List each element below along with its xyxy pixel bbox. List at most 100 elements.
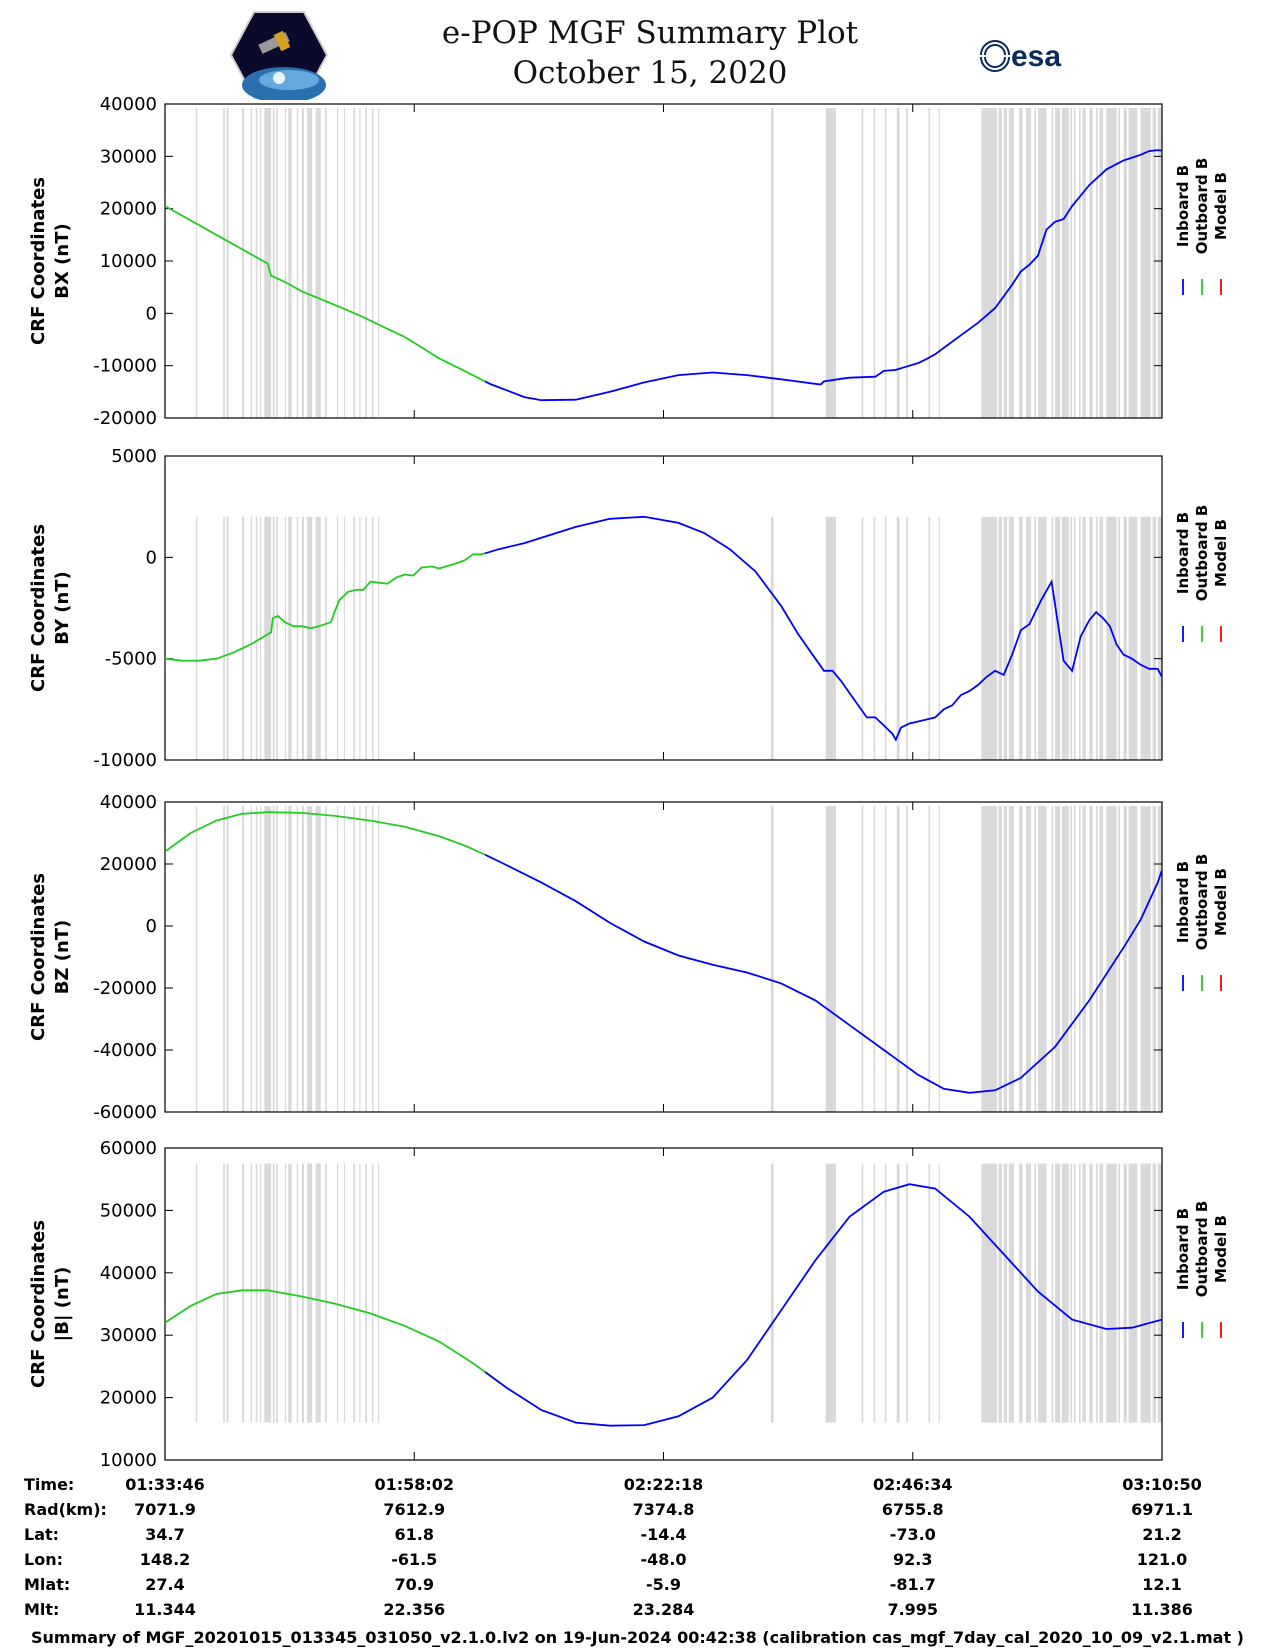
y-axis-label: BZ (nT) [52, 920, 73, 995]
y-tick-label: 10000 [100, 1450, 157, 1471]
y-axis-label: CRF Coordinates [28, 177, 49, 345]
shade-band [873, 806, 876, 1112]
shade-band [938, 516, 940, 760]
shade-band [276, 806, 278, 1112]
shade-band [1070, 806, 1073, 1112]
info-cell-lat: -73.0 [890, 1525, 936, 1544]
shade-band [938, 108, 940, 418]
y-tick-label: 10000 [100, 251, 157, 272]
shade-band [378, 806, 380, 1112]
shade-band [1061, 1163, 1069, 1423]
shade-band [1070, 1163, 1073, 1423]
shade-band [1061, 108, 1069, 418]
shade-band [276, 516, 278, 760]
shade-band [1082, 806, 1086, 1112]
shade-band [1019, 1163, 1023, 1423]
y-tick-label: -10000 [93, 356, 157, 377]
shade-band [264, 806, 272, 1112]
info-cell-lat: 61.8 [395, 1525, 434, 1544]
legend-label: Model B [1212, 519, 1230, 587]
shade-band [1123, 516, 1127, 760]
shade-band [1025, 108, 1032, 418]
shade-band [861, 1163, 864, 1423]
shade-band [998, 516, 1002, 760]
legend-label: Inboard B [1174, 512, 1192, 594]
shade-band [272, 516, 275, 760]
info-row-label: Mlt: [24, 1600, 59, 1619]
shade-band [359, 1163, 361, 1423]
shade-band [981, 1163, 997, 1423]
shade-band [1055, 1163, 1061, 1423]
shade-band [884, 1163, 887, 1423]
shade-band [343, 108, 346, 418]
series-line-inboard-b [484, 853, 1162, 1094]
esa-logo: esa [980, 40, 1061, 73]
shade-band [195, 1163, 198, 1423]
shade-band [359, 516, 361, 760]
shade-band [296, 516, 299, 760]
shade-band [365, 108, 367, 418]
info-cell-lon: -48.0 [640, 1550, 686, 1569]
y-tick-label: -20000 [93, 408, 157, 429]
shade-band [315, 516, 321, 760]
shade-band [1140, 806, 1151, 1112]
series-line-inboard-b [484, 515, 1162, 742]
shade-band [770, 806, 774, 1112]
shade-band [1034, 1163, 1037, 1423]
shade-band [825, 108, 836, 418]
series-line-inboard-b [484, 149, 1162, 402]
shade-band [1051, 108, 1054, 418]
info-cell-time: 02:22:18 [624, 1475, 704, 1494]
shade-band [1152, 806, 1157, 1112]
shade-band [884, 516, 887, 760]
shade-band [284, 516, 287, 760]
shade-band [873, 1163, 876, 1423]
shade-band [1096, 806, 1098, 1112]
shade-band [825, 806, 836, 1112]
shade-band [337, 1163, 339, 1423]
shade-band [928, 1163, 931, 1423]
shade-band [301, 806, 304, 1112]
shade-band [226, 806, 229, 1112]
shade-band [1099, 108, 1103, 418]
shade-band [259, 108, 262, 418]
chart-title: e-POP MGF Summary Plot [441, 15, 859, 51]
y-tick-label: 30000 [100, 1325, 157, 1346]
shade-band [276, 1163, 278, 1423]
shade-band [337, 806, 339, 1112]
shade-band [250, 1163, 252, 1423]
shade-band [1078, 1163, 1081, 1423]
shade-band [372, 108, 374, 418]
shade-band [1140, 108, 1151, 418]
shade-band [276, 108, 278, 418]
shade-band [1128, 806, 1138, 1112]
shade-band [250, 806, 252, 1112]
shade-band [325, 806, 327, 1112]
shade-band [337, 516, 339, 760]
shade-band [1123, 108, 1127, 418]
shade-band [770, 108, 774, 418]
y-tick-label: 20000 [100, 1388, 157, 1409]
shade-band [1157, 108, 1162, 418]
shade-band [896, 108, 900, 418]
shade-band [906, 108, 908, 418]
shade-band [981, 806, 997, 1112]
legend-label: Model B [1212, 172, 1230, 240]
shade-band [359, 108, 361, 418]
info-cell-mlt: 11.344 [134, 1600, 196, 1619]
y-tick-label: 0 [146, 547, 157, 568]
shade-band [1051, 1163, 1054, 1423]
legend-label: Outboard B [1193, 1201, 1211, 1298]
legend-label: Inboard B [1174, 1208, 1192, 1290]
shade-band [861, 516, 864, 760]
shade-band [1003, 516, 1008, 760]
y-axis-label: CRF Coordinates [28, 524, 49, 692]
y-axis-label: CRF Coordinates [28, 1220, 49, 1388]
shade-band [307, 806, 313, 1112]
shade-band [1089, 806, 1093, 1112]
shade-band [1089, 516, 1093, 760]
shade-band [1106, 108, 1117, 418]
shade-band [1008, 516, 1014, 760]
shade-band [1037, 516, 1047, 760]
shade-band [906, 1163, 908, 1423]
